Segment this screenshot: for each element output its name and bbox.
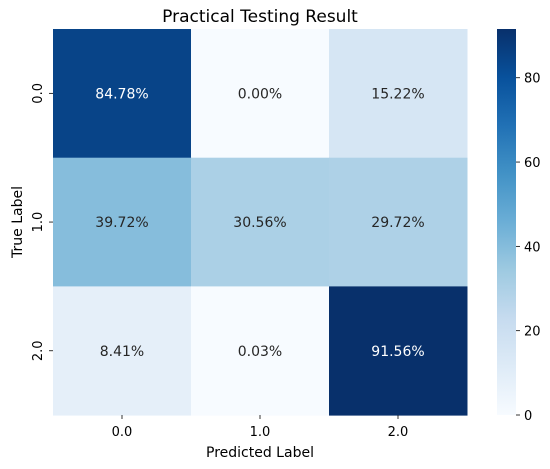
cell-value-label: 30.56% <box>233 215 286 231</box>
heatmap-cell <box>53 286 192 416</box>
colorbar-ticks: 0 20 40 60 80 <box>516 72 541 424</box>
colorbar <box>497 29 516 415</box>
colorbar-tick-label: 20 <box>524 325 541 340</box>
cell-value-label: 29.72% <box>371 215 424 231</box>
y-tick-label: 0.0 <box>31 83 46 104</box>
heatmap-cells: 84.78% 0.00% 15.22% 39.72% 30.56% 29.72% 8.41%… <box>53 29 468 416</box>
cell-value-label: 0.00% <box>238 86 282 102</box>
x-tick-label: 0.0 <box>112 425 133 440</box>
cell-value-label: 91.56% <box>371 344 424 360</box>
cell-value-label: 39.72% <box>95 215 148 231</box>
heatmap-cell <box>329 286 468 416</box>
x-tick-label: 2.0 <box>388 425 409 440</box>
chart-title: Practical Testing Result <box>162 7 358 27</box>
y-axis-label: True Label <box>10 186 26 259</box>
colorbar-tick-label: 80 <box>524 72 541 87</box>
heatmap-cell <box>53 157 192 287</box>
y-tick-label: 1.0 <box>31 212 46 233</box>
x-tick-labels: 0.0 1.0 2.0 <box>112 415 409 440</box>
x-tick-label: 1.0 <box>250 425 271 440</box>
y-tick-label: 2.0 <box>31 340 46 361</box>
colorbar-tick-label: 40 <box>524 240 541 255</box>
heatmap-cell <box>329 157 468 287</box>
cell-value-label: 84.78% <box>95 86 148 102</box>
heatmap-cell <box>53 29 192 159</box>
cell-value-label: 8.41% <box>100 344 144 360</box>
heatmap-cell <box>191 29 330 159</box>
heatmap-cell <box>191 157 330 287</box>
colorbar-tick-label: 60 <box>524 156 541 171</box>
heatmap-cell <box>329 29 468 159</box>
y-tick-labels: 0.0 1.0 2.0 <box>31 83 53 361</box>
x-axis-label: Predicted Label <box>206 445 314 461</box>
colorbar-tick-label: 0 <box>524 409 532 424</box>
cell-value-label: 15.22% <box>371 86 424 102</box>
heatmap-cell <box>191 286 330 416</box>
cell-value-label: 0.03% <box>238 344 282 360</box>
